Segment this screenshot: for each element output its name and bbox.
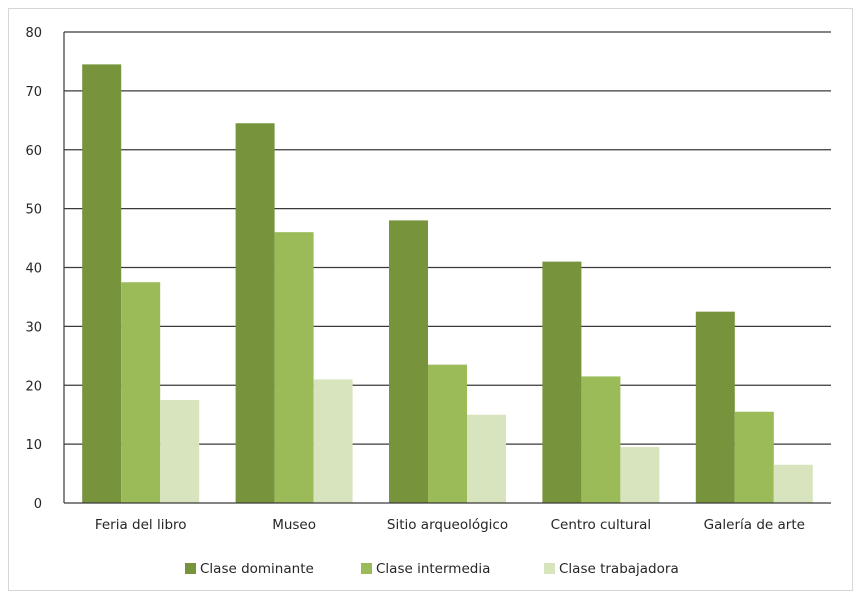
x-axis-category-labels: Feria del libro Museo Sitio arqueológico Ce… [95,517,805,533]
legend-label: Clase trabajadora [559,561,679,577]
y-tick-label: 0 [34,497,42,512]
legend-swatch [544,563,555,574]
x-category-label: Sitio arqueológico [387,517,508,533]
legend-swatch [361,563,372,574]
x-category-label: Museo [272,517,316,533]
bar [773,464,813,503]
bar [620,447,660,503]
bar [428,364,467,503]
legend-swatch [185,563,196,574]
y-axis-tick-labels: 0 10 20 30 40 50 60 70 80 [25,26,42,512]
x-axis [63,32,831,504]
y-tick-label: 60 [25,144,42,159]
bar [389,220,428,503]
gridlines [64,31,831,445]
bar [542,261,582,503]
y-tick-label: 50 [25,203,42,218]
bar [82,64,122,503]
y-tick-label: 10 [25,438,42,453]
bar [734,411,774,503]
legend: Clase dominante Clase intermedia Clase tra… [185,561,679,577]
y-tick-label: 20 [25,379,42,394]
x-category-label: Feria del libro [95,517,187,533]
bar [467,414,506,503]
y-tick-label: 80 [25,26,42,41]
y-tick-label: 40 [25,262,42,277]
y-tick-label: 70 [25,85,42,100]
bar [160,399,200,503]
bar [695,311,735,503]
bar [235,123,275,503]
bar [121,282,161,503]
legend-label: Clase dominante [200,561,314,577]
legend-label: Clase intermedia [376,561,490,577]
x-category-label: Centro cultural [551,517,652,533]
y-tick-label: 30 [25,320,42,335]
chart-frame: 0 10 20 30 40 50 60 70 80 Feria del libro Museo Si… [8,8,853,591]
bar [313,379,353,503]
x-category-label: Galería de arte [704,517,805,533]
bar [274,232,314,504]
bar-chart: 0 10 20 30 40 50 60 70 80 Feria del libro Museo Si… [25,26,831,577]
bar [581,376,621,503]
bars [82,64,813,504]
